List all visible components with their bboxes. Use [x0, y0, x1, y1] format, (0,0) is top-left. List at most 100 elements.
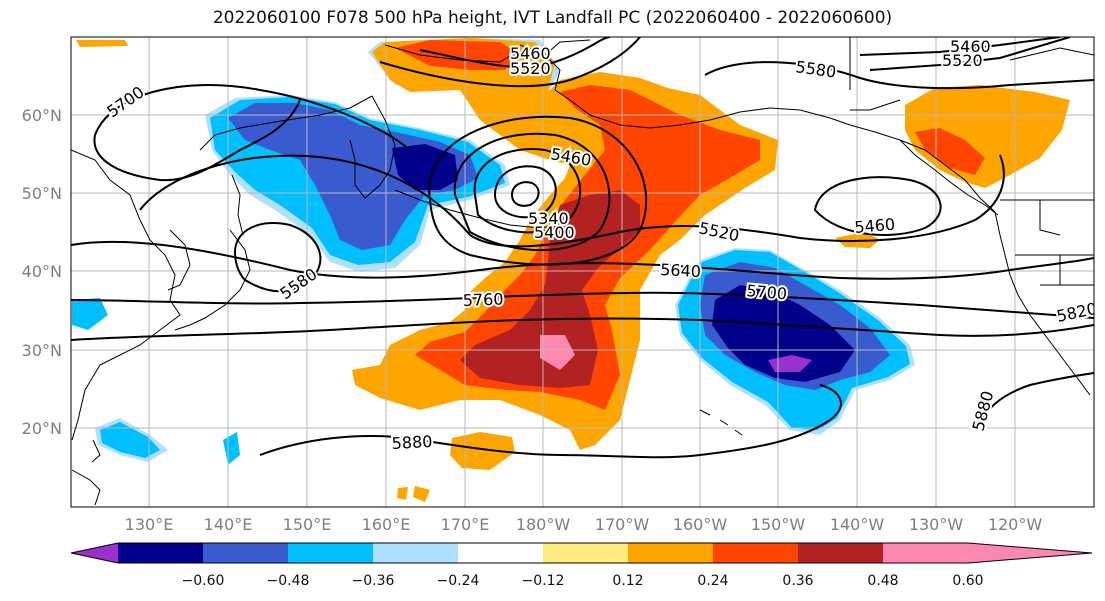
contour-label: 5880 — [391, 432, 433, 453]
lat-tick-label: 50°N — [22, 184, 62, 203]
contour-5460-nw — [419, 37, 611, 69]
contour-label: 5700 — [746, 281, 788, 303]
colorbar-segment — [713, 543, 798, 563]
lon-tick-label: 170°W — [595, 515, 650, 534]
colorbar-tick-label: 0.36 — [782, 573, 813, 589]
gridlines — [71, 37, 1094, 507]
lon-tick-label: 150°E — [283, 515, 332, 534]
contour-5880-e — [974, 372, 1094, 431]
lon-tick-label: 170°E — [441, 515, 490, 534]
colorbar-tick-label: −0.60 — [182, 573, 225, 589]
lon-tick-label: 130°E — [125, 515, 174, 534]
alaska-coast — [519, 44, 996, 213]
colorbar-tick-label: −0.12 — [522, 573, 565, 589]
colorbar-segment — [883, 543, 968, 563]
contour-5700-ring — [94, 84, 411, 151]
negative-patch-a — [72, 298, 108, 330]
colorbar-tick-label: 0.48 — [867, 573, 898, 589]
contour-5460-low — [473, 148, 582, 234]
contour-main-1 — [139, 154, 1005, 248]
colorbar-segment — [118, 543, 203, 563]
korea-coast — [167, 229, 191, 291]
contour-5760 — [71, 291, 1094, 319]
latitude-labels: 20°N 30°N 40°N 50°N 60°N — [22, 106, 62, 438]
colorbar-tick-label: 0.60 — [952, 573, 983, 589]
lat-tick-label: 20°N — [22, 419, 62, 438]
contour-5340 — [510, 181, 540, 207]
colorbar-segment — [373, 543, 458, 563]
contour-5520-low — [453, 132, 611, 252]
positive-patch-c — [397, 487, 408, 500]
positive-patch-d — [413, 486, 430, 502]
na-west-coast — [994, 211, 1091, 396]
contour-main-2 — [71, 240, 1094, 280]
contour-5820 — [71, 317, 1094, 341]
contour-5580-w — [233, 222, 322, 293]
lon-tick-label: 120°W — [988, 515, 1043, 534]
colorbar-tick-label: 0.24 — [697, 573, 728, 589]
lat-tick-label: 30°N — [22, 341, 62, 360]
contour-5400 — [493, 165, 557, 219]
contour-label: 5640 — [660, 260, 702, 281]
map-title: 2022060100 F078 500 hPa height, IVT Land… — [212, 8, 893, 28]
na-north — [849, 37, 1094, 111]
negative-patch-d — [223, 432, 240, 465]
negative-west-blue — [228, 103, 478, 250]
colorbar-extend-high — [968, 543, 1092, 563]
lon-tick-label: 140°E — [204, 515, 253, 534]
colorbar: −0.60 −0.48 −0.36 −0.24 −0.12 0.12 0.24 … — [70, 542, 1093, 589]
contour-label: 5520 — [942, 51, 983, 70]
asia-coast — [71, 149, 181, 441]
chukotka-coast — [384, 44, 521, 63]
colorbar-segment — [543, 543, 628, 563]
colorbar-segment — [798, 543, 883, 563]
coastlines — [71, 37, 1094, 506]
contour-5880 — [259, 384, 842, 459]
contour-label: 5400 — [534, 223, 575, 242]
kamchatka-coast — [349, 95, 396, 199]
negative-patch-c — [100, 422, 160, 458]
lon-tick-label: 130°W — [909, 515, 964, 534]
contour-5580-ne — [704, 61, 1094, 90]
bc-coast — [899, 139, 999, 216]
height-contours — [71, 37, 1094, 459]
colorbar-extend-low — [71, 543, 118, 563]
lon-tick-label: 180°W — [516, 515, 571, 534]
positive-patch-b — [450, 432, 515, 470]
contour-label: 5460 — [510, 44, 551, 63]
hawaii — [699, 409, 743, 436]
positive-coast-redorange — [915, 128, 985, 175]
japan-coast — [174, 229, 251, 331]
contour-label: 5460 — [950, 37, 991, 56]
lon-tick-label: 150°W — [751, 515, 806, 534]
longitude-labels: 130°E 140°E 150°E 160°E 170°E 180°W 170°… — [125, 515, 1043, 534]
colorbar-tick-label: −0.48 — [267, 573, 310, 589]
contour-5700-ring-b — [93, 99, 301, 182]
lon-tick-label: 160°E — [362, 515, 411, 534]
colorbar-tick-label: −0.36 — [352, 573, 395, 589]
contour-label: 5460 — [854, 215, 896, 237]
colorbar-tick-label: 0.12 — [612, 573, 643, 589]
contour-5520-ne — [869, 37, 1071, 71]
positive-core-pink — [540, 335, 575, 370]
colorbar-segment — [288, 543, 373, 563]
contour-5460-high — [813, 176, 942, 236]
philippines — [71, 469, 101, 506]
lat-tick-label: 40°N — [22, 262, 62, 281]
contour-label: 5760 — [462, 290, 503, 310]
lat-tick-label: 60°N — [22, 106, 62, 125]
map-frame — [70, 36, 1095, 508]
us-states — [1015, 200, 1094, 286]
alaska-west — [544, 39, 591, 56]
positive-band-darkred — [460, 190, 640, 388]
negative-east-navy — [712, 285, 855, 382]
okhotsk-coast — [199, 95, 373, 151]
contour-5580-low — [428, 115, 648, 266]
colorbar-segment — [458, 543, 543, 563]
lon-tick-label: 140°W — [830, 515, 885, 534]
colorbar-tick-label: −0.24 — [437, 573, 480, 589]
contour-label: 5340 — [528, 209, 569, 228]
contour-label: 5520 — [510, 59, 551, 78]
colorbar-segment — [203, 543, 288, 563]
